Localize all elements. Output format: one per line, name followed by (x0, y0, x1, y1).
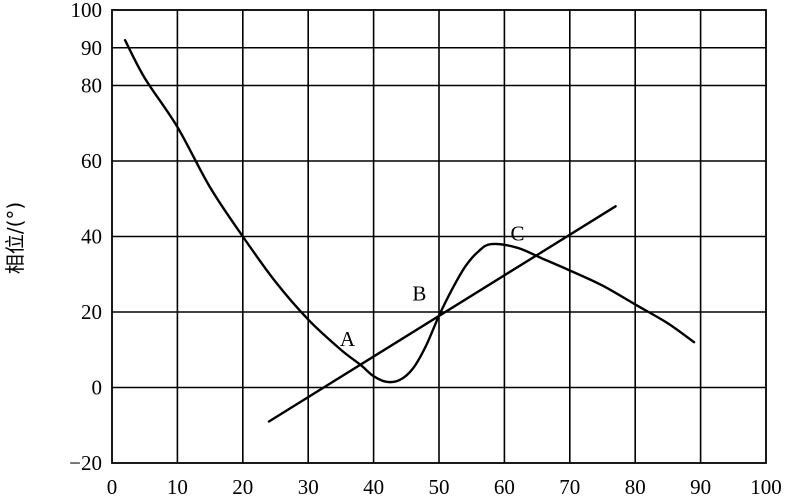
phase-curve (123, 39, 696, 384)
x-tick-label: 20 (232, 475, 253, 498)
x-tick-label: 50 (429, 475, 450, 498)
y-tick-labels: −20 0 20 40 60 80 90 100 (69, 0, 102, 475)
series-group (123, 39, 696, 423)
y-tick-label: 20 (81, 300, 102, 324)
x-tick-labels: 0 10 20 30 40 50 60 70 80 90 100 (107, 475, 782, 498)
y-tick-label: 0 (92, 376, 103, 400)
x-tick-label: 80 (625, 475, 646, 498)
y-tick-label: 100 (71, 0, 103, 22)
x-tick-label: 0 (107, 475, 118, 498)
x-tick-label: 60 (494, 475, 515, 498)
y-tick-label: 80 (81, 74, 102, 98)
point-label-a: A (340, 327, 356, 351)
point-annotations: A B C (340, 221, 525, 351)
x-tick-label: 90 (690, 475, 711, 498)
grid (112, 10, 766, 463)
x-tick-label: 70 (559, 475, 580, 498)
y-tick-label: 60 (81, 149, 102, 173)
x-tick-label: 10 (167, 475, 188, 498)
y-axis-title: 相位/(°) (3, 202, 27, 274)
x-tick-label: 40 (363, 475, 384, 498)
y-tick-label: 90 (81, 36, 102, 60)
point-label-b: B (412, 282, 426, 306)
x-tick-label: 30 (298, 475, 319, 498)
y-tick-label: 40 (81, 225, 102, 249)
y-tick-label: −20 (69, 451, 102, 475)
point-label-c: C (510, 221, 524, 245)
x-tick-label: 100 (750, 475, 782, 498)
straight-line (267, 205, 617, 423)
plot-frame (111, 9, 767, 464)
